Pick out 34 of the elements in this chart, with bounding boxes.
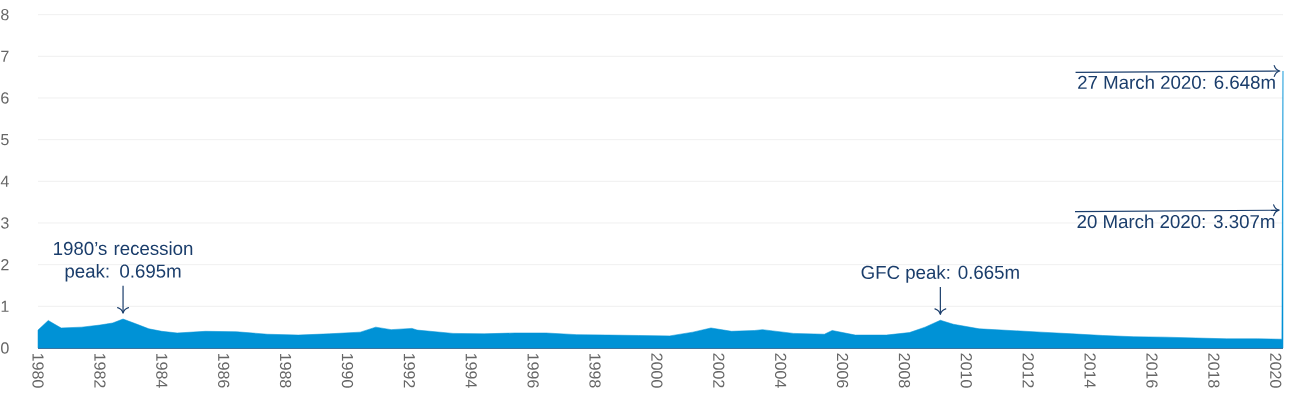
x-tick-label: 2010 bbox=[960, 353, 972, 388]
x-tick-label: 1986 bbox=[218, 353, 230, 388]
x-tick-label: 2012 bbox=[1022, 353, 1034, 388]
y-tick-label: 8 bbox=[1, 9, 9, 21]
x-tick-label: 2014 bbox=[1084, 353, 1096, 388]
x-tick-label: 2002 bbox=[713, 353, 725, 388]
y-tick-label: 1 bbox=[1, 300, 9, 312]
x-tick-label: 2004 bbox=[774, 353, 787, 388]
annotation: 1980’s recession peak: 0.695m bbox=[54, 241, 193, 282]
annotation: 20 March 2020: 3.307m bbox=[1077, 214, 1275, 229]
x-tick-label: 1996 bbox=[527, 353, 539, 388]
x-tick-label: 1994 bbox=[465, 353, 477, 388]
x-tick-label: 2006 bbox=[836, 353, 849, 388]
x-tick-label: 1998 bbox=[589, 353, 601, 388]
y-tick-label: 2 bbox=[1, 259, 9, 271]
x-tick-label: 1990 bbox=[341, 353, 354, 388]
x-tick-label: 2018 bbox=[1208, 353, 1220, 388]
annotation: GFC peak: 0.665m bbox=[861, 265, 1019, 283]
y-tick-label: 3 bbox=[1, 217, 9, 229]
x-tick-label: 1982 bbox=[94, 353, 106, 388]
annotation: 27 March 2020: 6.648m bbox=[1078, 75, 1275, 89]
x-tick-label: 2016 bbox=[1146, 353, 1158, 388]
x-tick-label: 2020 bbox=[1270, 353, 1282, 388]
y-tick-label: 4 bbox=[0, 175, 9, 187]
x-tick-label: 2008 bbox=[898, 353, 911, 388]
y-tick-label: 0 bbox=[1, 342, 9, 354]
x-tick-label: 1984 bbox=[156, 353, 168, 388]
x-tick-label: 1988 bbox=[279, 353, 292, 388]
y-tick-label: 7 bbox=[1, 50, 9, 62]
x-tick-label: 1980 bbox=[32, 353, 44, 388]
x-tick-label: 2000 bbox=[651, 353, 663, 388]
y-tick-label: 5 bbox=[1, 134, 9, 146]
x-tick-label: 1992 bbox=[403, 353, 415, 388]
y-tick-label: 6 bbox=[1, 92, 9, 104]
